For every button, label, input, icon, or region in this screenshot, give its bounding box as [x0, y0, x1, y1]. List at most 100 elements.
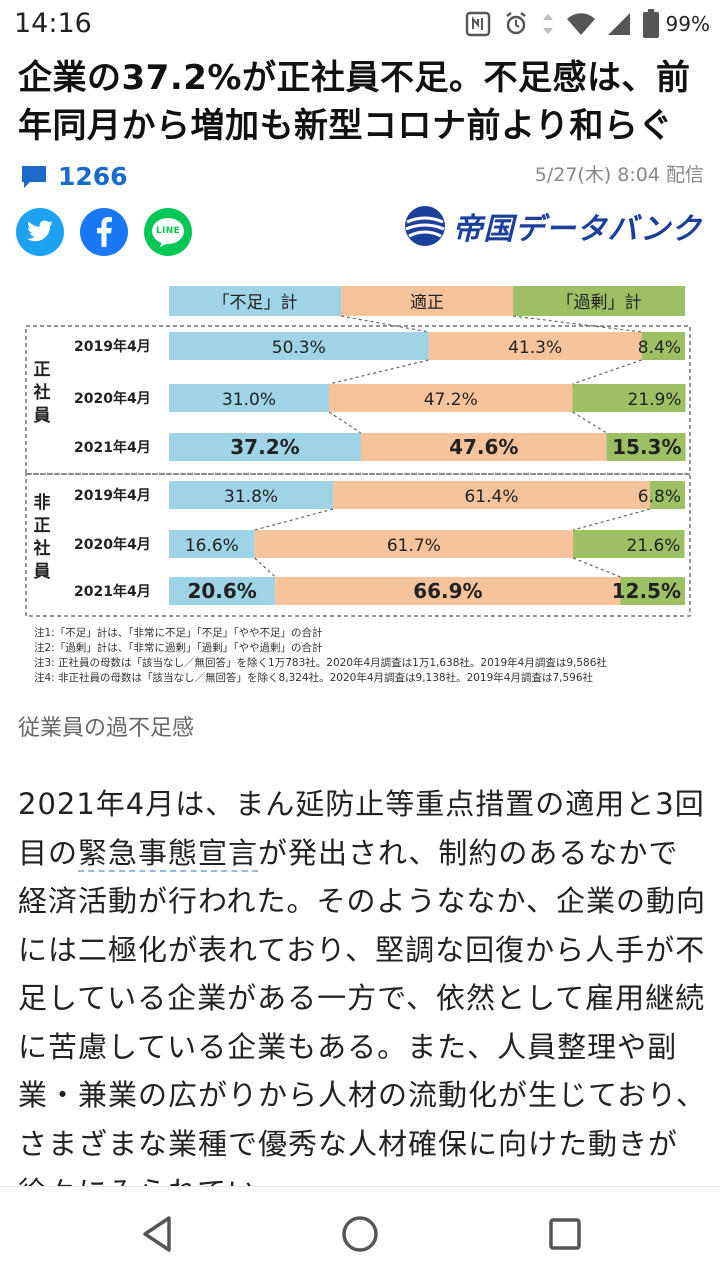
bar-value-label: 66.9%	[413, 579, 482, 603]
bar-value-label: 47.6%	[449, 435, 518, 459]
bar-value-label: 31.8%	[224, 487, 278, 507]
article-headline: 企業の37.2%が正社員不足。不足感は、前年同月から増加も新型コロナ前より和らぐ	[18, 58, 691, 146]
twitter-icon	[27, 220, 53, 242]
legend-swatch-1	[341, 286, 513, 316]
comment-icon	[22, 165, 46, 188]
signal-icon	[607, 13, 630, 35]
row-period-label: 2019年4月	[74, 338, 151, 355]
connector-line	[254, 508, 334, 531]
group-label-char: 員	[33, 562, 51, 582]
chart-note: 注2:「過剰」計は、「非常に過剰」「過剰」「やや過剰」の合計	[34, 641, 323, 654]
bar-segment	[641, 332, 685, 360]
wifi-icon	[566, 13, 595, 35]
back-triangle-icon	[143, 1216, 171, 1252]
recents-square-icon	[549, 1218, 581, 1250]
facebook-icon	[97, 217, 112, 247]
globe-logo-icon	[404, 206, 445, 246]
connector-line	[572, 411, 607, 434]
keyword-link[interactable]: 緊急事態宣言	[78, 835, 259, 872]
bar-value-label: 47.2%	[424, 390, 478, 410]
connector-line	[572, 508, 651, 531]
bar-segment	[169, 433, 361, 461]
group-label-char: 正	[34, 360, 51, 380]
chart-note: 注1:「不足」計は、「非常に不足」「不足」「やや不足」の合計	[34, 626, 323, 639]
connector-line	[328, 411, 362, 434]
home-circle-icon	[342, 1216, 378, 1252]
legend-label-0: 「不足」計	[213, 293, 298, 313]
bar-segment	[169, 332, 429, 360]
line-label: LINE	[156, 226, 180, 236]
bar-segment	[169, 384, 329, 412]
bar-segment	[428, 332, 642, 360]
line-share-button[interactable]: LINE	[144, 208, 192, 256]
chart-figure[interactable]: 「不足」計 適正 「過剰」計正社員非正社員 2019年4月 50.3% 41.3% 8.4%…	[14, 280, 706, 700]
row-period-label: 2020年4月	[74, 390, 151, 407]
bar-segment	[620, 577, 685, 605]
data-arrows-icon	[542, 14, 553, 34]
connector-line	[572, 557, 621, 578]
group-label-char: 社	[33, 538, 51, 559]
comments-link[interactable]: 1266	[20, 162, 128, 191]
bar-segment	[169, 481, 334, 509]
bar-value-label: 61.4%	[464, 487, 518, 507]
group-frame-1	[25, 473, 691, 617]
legend-swatch-2	[513, 286, 685, 316]
share-buttons: LINE	[16, 208, 192, 256]
chart-note: 注3: 正社員の母数は「該当なし／無回答」を除く1万783社。2020年4月調査…	[34, 656, 607, 669]
bar-value-label: 8.4%	[638, 338, 681, 358]
line-icon	[152, 218, 184, 247]
connector-line	[328, 359, 429, 385]
bar-segment	[169, 577, 276, 605]
group-label-char: 正	[34, 516, 51, 536]
bar-value-label: 50.3%	[272, 338, 326, 358]
recents-button[interactable]	[540, 1209, 590, 1259]
bar-segment	[606, 433, 686, 461]
home-button[interactable]	[335, 1209, 385, 1259]
legend-swatch-0	[169, 286, 341, 316]
bar-segment	[573, 530, 685, 558]
connector-line	[254, 557, 276, 578]
chart-note: 注4: 非正社員の母数は「該当なし／無回答」を除く8,324社。2020年4月調…	[34, 671, 594, 684]
row-period-label: 2021年4月	[74, 439, 151, 456]
bar-value-label: 6.8%	[638, 487, 681, 507]
bar-segment	[572, 384, 686, 412]
bar-value-label: 16.6%	[185, 536, 239, 556]
bar-value-label: 31.0%	[222, 390, 276, 410]
bar-value-label: 41.3%	[508, 338, 562, 358]
bar-segment	[254, 530, 574, 558]
legend-label-1: 適正	[410, 293, 444, 313]
bar-segment	[328, 384, 573, 412]
row-period-label: 2020年4月	[74, 536, 151, 553]
source-logo[interactable]: 帝国データバンク	[403, 204, 703, 248]
bar-segment	[333, 481, 650, 509]
system-nav-bar	[0, 1186, 720, 1280]
figure-caption: 従業員の過不足感	[18, 716, 195, 741]
nfc-icon	[465, 11, 490, 37]
battery-percent: 99%	[665, 12, 710, 36]
bar-segment	[169, 530, 255, 558]
publish-date: 5/27(木) 8:04 配信	[534, 164, 704, 186]
bar-value-label: 15.3%	[612, 435, 681, 459]
row-period-label: 2019年4月	[74, 487, 151, 504]
status-bar: 14:16 99%	[0, 0, 720, 48]
legend-label-2: 「過剰」計	[557, 293, 642, 313]
bar-segment	[649, 481, 685, 509]
group-label-char: 非	[34, 492, 51, 513]
alarm-icon	[505, 12, 526, 35]
facebook-share-button[interactable]	[80, 208, 128, 256]
bar-segment	[275, 577, 621, 605]
comment-count: 1266	[58, 162, 128, 191]
bar-segment	[360, 433, 607, 461]
bar-value-label: 37.2%	[230, 435, 299, 459]
twitter-share-button[interactable]	[16, 208, 64, 256]
back-button[interactable]	[132, 1209, 182, 1259]
bar-value-label: 12.5%	[612, 579, 681, 603]
group-label-char: 員	[33, 406, 51, 426]
bar-value-label: 21.9%	[628, 390, 682, 410]
bar-value-label: 21.6%	[626, 536, 680, 556]
battery-icon	[642, 9, 659, 38]
status-icons: 99%	[464, 8, 710, 40]
status-time: 14:16	[14, 8, 92, 39]
bar-value-label: 20.6%	[187, 579, 256, 603]
